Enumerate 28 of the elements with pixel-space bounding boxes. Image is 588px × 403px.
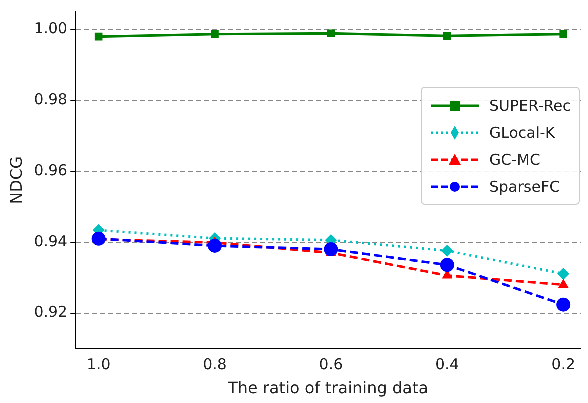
x-axis-title: The ratio of training data	[227, 378, 429, 398]
point	[94, 32, 103, 41]
point	[441, 244, 454, 257]
legend-label: GLocal-K	[490, 124, 556, 142]
x-tick-label: 0.4	[435, 356, 460, 374]
point	[211, 30, 219, 38]
point	[327, 30, 336, 38]
point	[440, 258, 454, 272]
y-axis-title: NDCG	[6, 156, 26, 204]
point	[558, 268, 570, 280]
point	[208, 238, 222, 253]
x-tick-label: 0.2	[552, 356, 576, 374]
y-tick-label: 0.98	[34, 90, 68, 109]
x-tick-label: 1.0	[86, 356, 111, 374]
point	[444, 32, 452, 40]
point	[556, 298, 571, 312]
y-tick-label: 1.00	[34, 20, 68, 38]
x-tick-label: 0.6	[319, 356, 344, 374]
point	[324, 242, 338, 257]
y-tick-label: 0.92	[34, 303, 68, 322]
y-tick-label: 0.96	[34, 161, 68, 180]
point	[92, 232, 106, 246]
y-tick-label: 0.94	[34, 232, 68, 250]
legend-label: SUPER-Rec	[490, 96, 571, 114]
point	[560, 30, 568, 38]
legend-label: GC-MC	[490, 150, 540, 168]
legend-label: SparseFC	[490, 178, 560, 196]
x-tick-label: 0.8	[203, 356, 227, 374]
